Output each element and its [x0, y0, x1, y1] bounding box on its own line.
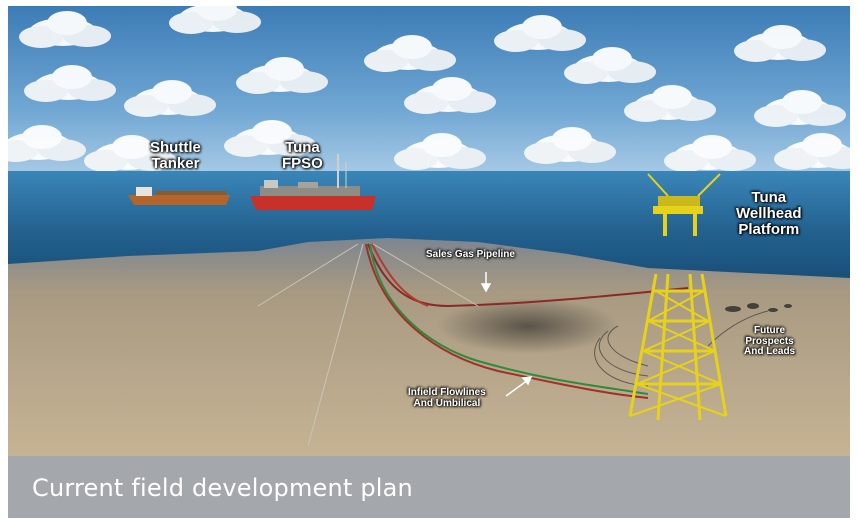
- future-prospects-label: Future Prospects And Leads: [744, 326, 795, 358]
- tuna-fpso-label: Tuna FPSO: [282, 140, 323, 172]
- shuttle-tanker-label: Shuttle Tanker: [150, 140, 201, 172]
- caption-bar: Current field development plan: [8, 456, 850, 518]
- tuna-wellhead-platform-label: Tuna Wellhead Platform: [736, 190, 802, 237]
- sales-gas-pipeline-label: Sales Gas Pipeline: [426, 250, 515, 261]
- infield-flowlines-label: Infield Flowlines And Umbilical: [408, 388, 486, 409]
- field-development-illustration: Shuttle Tanker Tuna FPSO Tuna Wellhead P…: [8, 6, 850, 456]
- caption: Current field development plan: [32, 474, 413, 502]
